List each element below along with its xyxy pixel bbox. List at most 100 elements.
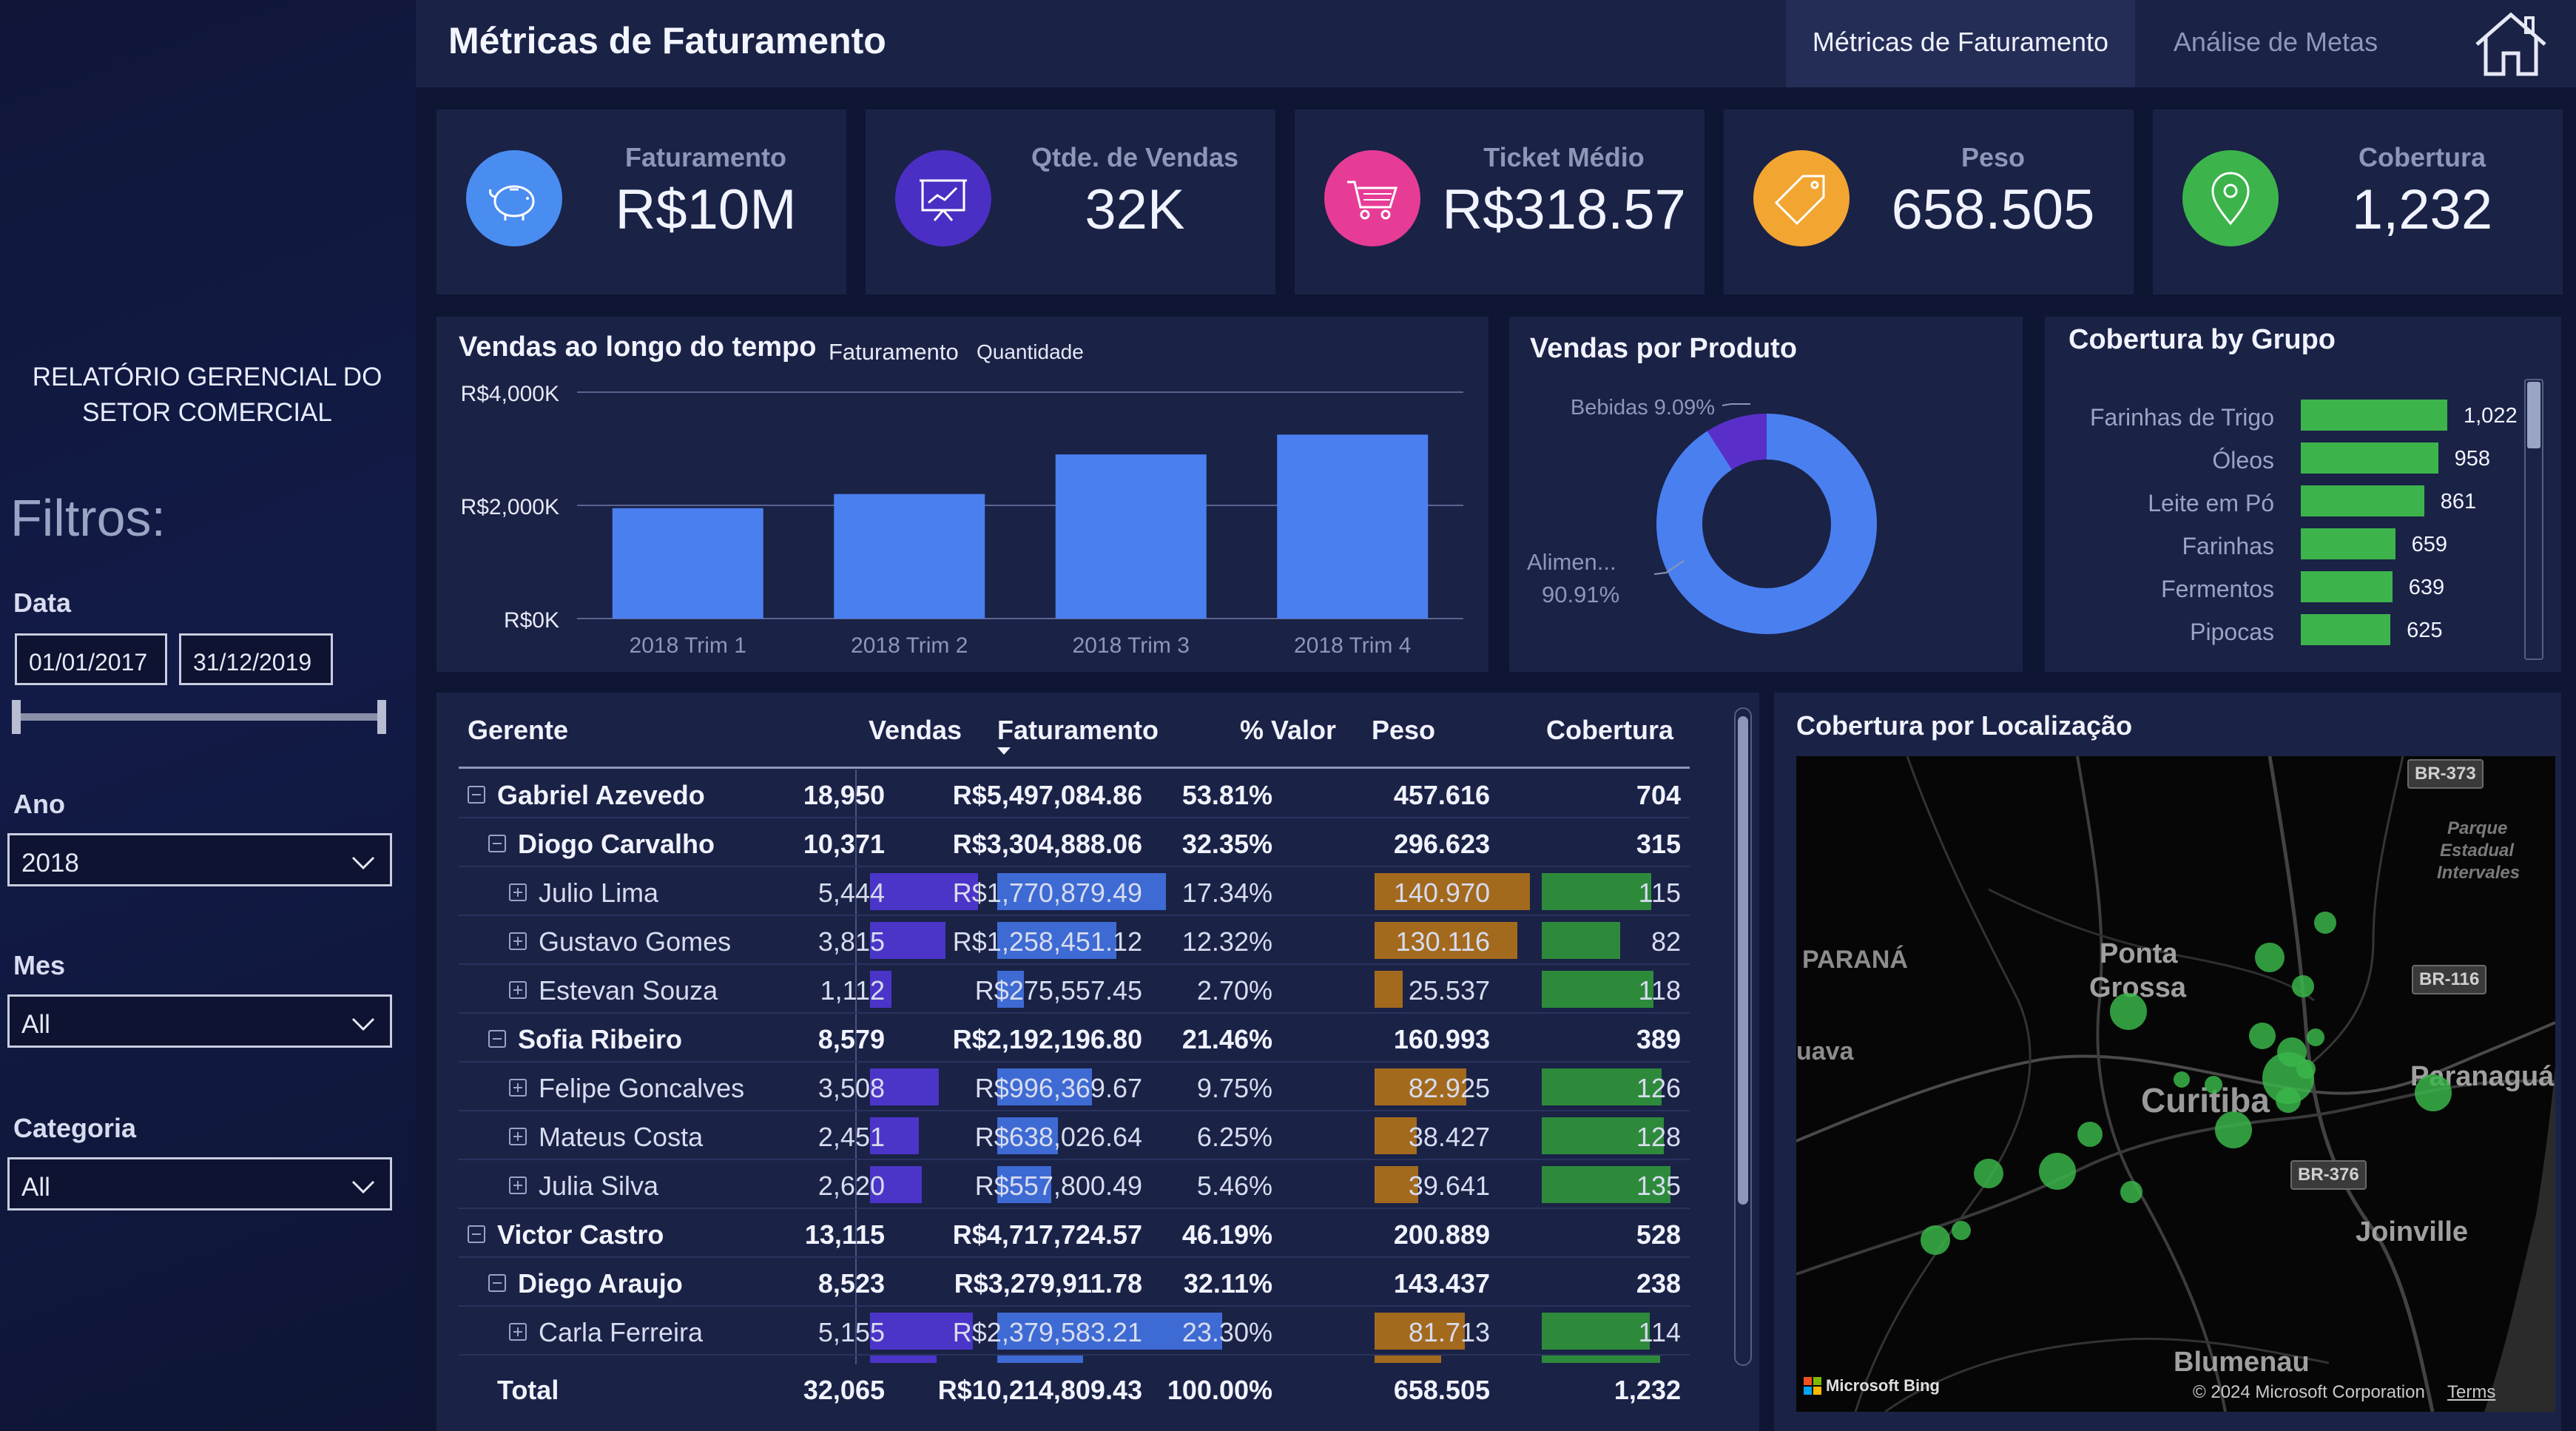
grupo-row[interactable]: Pipocas 625 bbox=[2045, 613, 2576, 656]
map-point[interactable] bbox=[2307, 1028, 2324, 1046]
map-point[interactable] bbox=[2205, 1076, 2222, 1094]
bar-2[interactable] bbox=[834, 494, 985, 619]
grupo-bar[interactable] bbox=[2301, 571, 2393, 602]
expand-icon[interactable] bbox=[509, 1079, 527, 1097]
col-header-vendas[interactable]: Vendas bbox=[869, 715, 962, 745]
grupo-row[interactable]: Leite em Pó 861 bbox=[2045, 484, 2576, 527]
grupo-row[interactable]: Farinhas de Trigo 1,022 bbox=[2045, 398, 2576, 441]
piggy-bank-icon bbox=[489, 185, 535, 220]
table-row[interactable]: Diogo Carvalho 10,371 R$3,304,888.06 32.35%… bbox=[459, 818, 1690, 867]
date-start-input[interactable]: 01/01/2017 bbox=[15, 633, 167, 685]
grupo-bar[interactable] bbox=[2301, 400, 2447, 431]
map-point[interactable] bbox=[2039, 1153, 2076, 1190]
collapse-icon[interactable] bbox=[488, 1030, 506, 1048]
collapse-icon[interactable] bbox=[468, 786, 485, 804]
categoria-dropdown[interactable]: All bbox=[7, 1157, 392, 1211]
date-slider-end-handle[interactable] bbox=[377, 700, 386, 734]
expand-icon[interactable] bbox=[509, 1176, 527, 1194]
table-row[interactable]: Carla Ferreira 5,155 R$2,379,583.21 23.30% 8… bbox=[459, 1307, 1690, 1356]
grupo-row[interactable]: Fermentos 639 bbox=[2045, 570, 2576, 613]
date-slider-start-handle[interactable] bbox=[12, 700, 21, 734]
collapse-icon[interactable] bbox=[488, 1274, 506, 1292]
mes-dropdown[interactable]: All bbox=[7, 994, 392, 1048]
tab-metricas-faturamento[interactable]: Métricas de Faturamento bbox=[1786, 0, 2135, 87]
grupo-bar[interactable] bbox=[2301, 442, 2438, 474]
map-point[interactable] bbox=[2255, 943, 2285, 972]
map-point[interactable] bbox=[2276, 1088, 2301, 1113]
table-scrollbar[interactable] bbox=[1734, 707, 1752, 1366]
bar-4[interactable] bbox=[1277, 434, 1429, 619]
data-bar-vendas bbox=[870, 1068, 940, 1105]
col-header-gerente[interactable]: Gerente bbox=[468, 715, 569, 745]
grupo-bar[interactable] bbox=[2301, 528, 2395, 559]
table-row[interactable]: Mateus Costa 2,451 R$638,026.64 6.25% 38.427… bbox=[459, 1111, 1690, 1160]
table-scrollbar-thumb[interactable] bbox=[1738, 716, 1748, 1205]
table-row[interactable]: Gustavo Gomes 3,815 R$1,258,451.12 12.32% 13… bbox=[459, 916, 1690, 965]
col-header-peso[interactable]: Peso bbox=[1372, 715, 1436, 745]
map-point[interactable] bbox=[2415, 1074, 2452, 1111]
col-header-cobertura[interactable]: Cobertura bbox=[1546, 715, 1674, 745]
donut-slice-alimentos[interactable] bbox=[1656, 414, 1877, 634]
table-row[interactable]: Diego Araujo 8,523 R$3,279,911.78 32.11% 143… bbox=[459, 1258, 1690, 1307]
table-row[interactable]: Felipe Goncalves 3,508 R$996,369.67 9.75% 82… bbox=[459, 1063, 1690, 1111]
grupo-bar[interactable] bbox=[2301, 485, 2424, 516]
data-bar-cob bbox=[1542, 1068, 1662, 1105]
table-row[interactable]: Victor Castro 13,115 R$4,717,724.57 46.19% 2… bbox=[459, 1209, 1690, 1258]
home-button[interactable] bbox=[2446, 0, 2576, 87]
collapse-icon[interactable] bbox=[488, 835, 506, 852]
col-header-faturamento[interactable]: Faturamento bbox=[997, 715, 1159, 745]
table-row[interactable]: Julia Silva 2,620 R$557,800.49 5.46% 39.641 1… bbox=[459, 1160, 1690, 1209]
gerente-name: Victor Castro bbox=[497, 1219, 664, 1250]
collapse-icon[interactable] bbox=[468, 1225, 485, 1243]
legend-quantidade[interactable]: Quantidade bbox=[977, 340, 1084, 363]
grupo-value-label: 639 bbox=[2408, 576, 2445, 599]
expand-icon[interactable] bbox=[509, 932, 527, 950]
map-point[interactable] bbox=[2077, 1122, 2103, 1147]
vendas-tempo-title: Vendas ao longo do tempo bbox=[459, 331, 817, 363]
table-row[interactable]: Julio Lima 5,444 R$1,770,879.49 17.34% 140.9… bbox=[459, 867, 1690, 916]
grupo-row[interactable]: Farinhas 659 bbox=[2045, 527, 2576, 570]
cell-fat: R$2,379,583.21 bbox=[952, 1317, 1142, 1347]
map-point[interactable] bbox=[1974, 1159, 2003, 1188]
kpi-icon-circle bbox=[2182, 150, 2279, 246]
map-terms-link[interactable]: Terms bbox=[2447, 1382, 2496, 1402]
table-row[interactable]: Gabriel Azevedo 18,950 R$5,497,084.86 53.81… bbox=[459, 770, 1690, 818]
map-point[interactable] bbox=[2120, 1181, 2142, 1203]
grupo-row[interactable]: Óleos 958 bbox=[2045, 441, 2576, 484]
expand-icon[interactable] bbox=[509, 981, 527, 999]
cobertura-map[interactable]: PARANÁ Ponta Grossa Curitiba Paranaguá J… bbox=[1796, 756, 2555, 1412]
legend-faturamento[interactable]: Faturamento bbox=[829, 339, 959, 365]
partial-row bbox=[436, 1356, 1694, 1363]
map-point[interactable] bbox=[2110, 993, 2147, 1030]
table-row[interactable]: Estevan Souza 1,112 R$275,557.45 2.70% 25.53… bbox=[459, 965, 1690, 1014]
col-header-pct-valor[interactable]: % Valor bbox=[1240, 715, 1337, 745]
map-point[interactable] bbox=[1952, 1221, 1971, 1240]
expand-icon[interactable] bbox=[509, 1128, 527, 1145]
date-end-input[interactable]: 31/12/2019 bbox=[179, 633, 333, 685]
map-point[interactable] bbox=[2249, 1023, 2276, 1049]
map-point[interactable] bbox=[2292, 975, 2314, 997]
x-tick-label: 2018 Trim 1 bbox=[630, 633, 746, 658]
expand-icon[interactable] bbox=[509, 1323, 527, 1341]
donut-slice-bebidas[interactable] bbox=[1656, 414, 1877, 634]
cobertura-grupo-panel: Cobertura by Grupo Farinhas de Trigo 1,02… bbox=[2045, 317, 2561, 672]
expand-icon[interactable] bbox=[509, 883, 527, 901]
map-point[interactable] bbox=[2296, 1060, 2316, 1079]
scrollbar[interactable] bbox=[2524, 379, 2543, 660]
grupo-bar[interactable] bbox=[2301, 614, 2391, 645]
ano-dropdown[interactable]: 2018 bbox=[7, 833, 392, 886]
cell-cob: 704 bbox=[1636, 780, 1681, 810]
map-point[interactable] bbox=[2174, 1071, 2190, 1088]
bar-3[interactable] bbox=[1055, 454, 1207, 619]
map-point[interactable] bbox=[1921, 1225, 1950, 1255]
tab-analise-metas[interactable]: Análise de Metas bbox=[2173, 27, 2378, 57]
kpi-card-cobertura: Cobertura 1,232 bbox=[2153, 110, 2563, 294]
cell-cob: 114 bbox=[1638, 1317, 1681, 1347]
map-point[interactable] bbox=[2314, 912, 2336, 934]
date-range-slider[interactable] bbox=[15, 713, 385, 721]
scrollbar-thumb[interactable] bbox=[2527, 382, 2540, 448]
map-point[interactable] bbox=[2215, 1111, 2252, 1148]
bar-1[interactable] bbox=[612, 508, 763, 619]
report-title-line2: SETOR COMERCIAL bbox=[82, 398, 332, 427]
table-row[interactable]: Sofia Ribeiro 8,579 R$2,192,196.80 21.46% 16… bbox=[459, 1014, 1690, 1063]
